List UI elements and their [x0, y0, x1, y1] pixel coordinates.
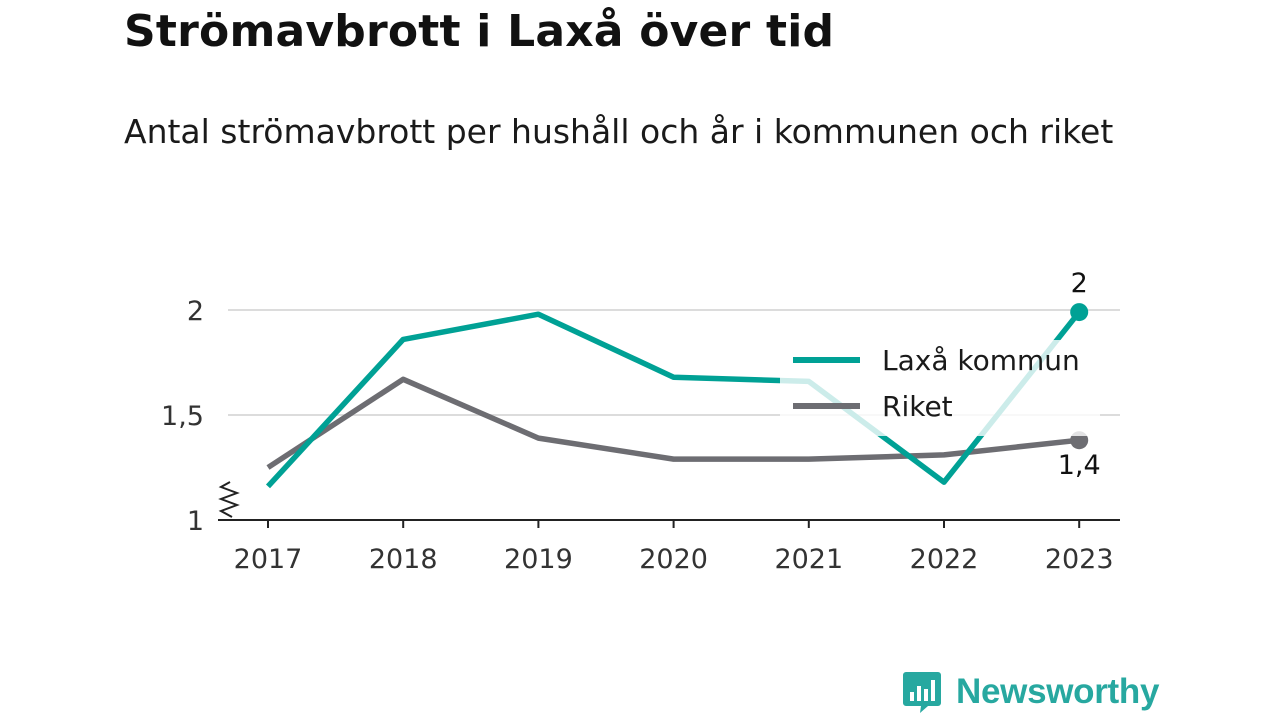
legend: Laxå kommun Riket — [780, 340, 1100, 436]
chart-title: Strömavbrott i Laxå över tid — [124, 6, 835, 57]
legend-label: Laxå kommun — [882, 344, 1080, 377]
y-tick-label: 2 — [187, 296, 204, 327]
x-tick-label: 2017 — [234, 544, 303, 575]
x-tick-label: 2021 — [774, 544, 843, 575]
legend-background — [780, 340, 1100, 436]
x-tick-label: 2019 — [504, 544, 573, 575]
y-axis-break-icon — [218, 481, 240, 518]
newsworthy-logo-icon — [903, 672, 941, 713]
series-line-lax-kommun — [265, 310, 1082, 489]
x-tick-label: 2022 — [910, 544, 979, 575]
x-tick-label: 2018 — [369, 544, 438, 575]
series-line-riket — [266, 376, 1080, 470]
x-tick-label: 2023 — [1045, 544, 1114, 575]
chart-subtitle: Antal strömavbrott per hushåll och år i … — [124, 112, 1114, 151]
brand-logo: Newsworthy — [902, 670, 1159, 714]
y-tick-label: 1,5 — [161, 401, 204, 432]
x-tick-label: 2020 — [639, 544, 708, 575]
series-end-label: 2 — [1071, 268, 1088, 299]
y-tick-label: 1 — [187, 506, 204, 537]
series-end-label: 1,4 — [1058, 450, 1101, 481]
brand-name: Newsworthy — [956, 672, 1160, 711]
legend-label: Riket — [882, 390, 953, 423]
series-end-marker — [1070, 303, 1089, 322]
